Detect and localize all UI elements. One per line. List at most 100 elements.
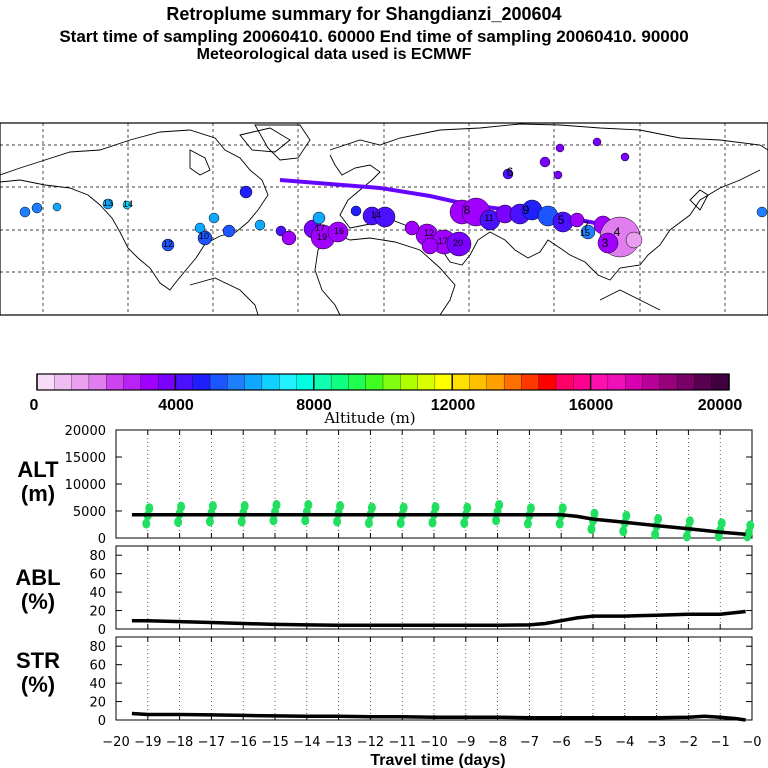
- colorbar-cell: [417, 373, 436, 391]
- plume-cluster: [208, 212, 220, 224]
- alt-scatter-point: [272, 499, 281, 510]
- alt-scatter-point: [269, 515, 278, 526]
- alt-scatter-point: [240, 501, 249, 512]
- str-y-tick-label: 40: [89, 677, 106, 692]
- alt-scatter-point: [177, 501, 186, 512]
- plume-cluster: [446, 231, 472, 257]
- plume-cluster: [625, 231, 643, 249]
- alt-scatter-point: [523, 518, 532, 529]
- str-y-ticks: 0 20 40 60 80: [89, 640, 752, 729]
- colorbar-label: Altitude (m): [323, 409, 415, 427]
- alt-scatter-point: [495, 499, 504, 510]
- colorbar-cell: [36, 373, 55, 391]
- plume-cluster: [553, 170, 563, 180]
- alt-scatter-point: [717, 518, 726, 529]
- alt-y-tick-label: 20000: [65, 424, 106, 439]
- alt-scatter-point: [336, 501, 345, 512]
- plume-clusters: [19, 137, 768, 258]
- chart-title: Retroplume summary for Shangdianzi_20060…: [166, 4, 562, 24]
- abl-y-tick-label: 60: [89, 568, 106, 583]
- plume-cluster: [620, 152, 630, 162]
- colorbar-cell: [54, 373, 73, 391]
- alt-scatter-point: [396, 518, 405, 529]
- colorbar-cell: [157, 373, 176, 391]
- cluster-label: 15: [580, 228, 590, 238]
- alt-scatter-point: [492, 515, 501, 526]
- alt-scatter-point: [304, 499, 313, 510]
- alt-scatter-point: [460, 518, 469, 529]
- str-panel-unit: (%): [21, 672, 55, 697]
- colorbar-cell: [625, 373, 644, 391]
- x-tick-label: −16: [229, 735, 256, 750]
- plume-cluster: [555, 143, 565, 153]
- plume-cluster: [404, 220, 420, 236]
- colorbar-cell: [330, 373, 349, 391]
- colorbar-cell: [261, 373, 280, 391]
- alt-panel-label: ALT: [17, 457, 59, 482]
- cluster-label: 3: [602, 236, 609, 250]
- x-tick-label: −2: [679, 735, 698, 750]
- plume-cluster: [239, 185, 253, 199]
- alt-scatter-point: [205, 516, 214, 527]
- colorbar-cell: [227, 373, 246, 391]
- x-tick-label: −17: [198, 735, 225, 750]
- x-tick-label: −10: [420, 735, 447, 750]
- x-tick-label: −0: [742, 735, 761, 750]
- cluster-label: 10: [199, 231, 209, 241]
- plume-cluster: [374, 206, 396, 228]
- colorbar-cell: [486, 373, 505, 391]
- alt-scatter-point: [142, 518, 151, 529]
- alt-scatter-point: [237, 516, 246, 527]
- str-y-tick-label: 80: [89, 640, 106, 655]
- x-tick-label: −6: [552, 735, 571, 750]
- plume-cluster: [281, 230, 297, 246]
- abl-y-tick-label: 80: [89, 549, 106, 564]
- cluster-label: 8: [464, 203, 471, 217]
- x-tick-label: −9: [456, 735, 475, 750]
- str-y-tick-label: 0: [98, 714, 106, 729]
- colorbar-tick: 4000: [158, 397, 194, 414]
- colorbar-cell: [140, 373, 159, 391]
- colorbar-cell: [521, 373, 540, 391]
- colorbar-cell: [313, 373, 332, 391]
- alt-scatter-point: [590, 508, 599, 519]
- x-tick-label: −1: [711, 735, 730, 750]
- x-tick-label: −11: [388, 735, 415, 750]
- x-tick-label: −20: [102, 735, 129, 750]
- plume-cluster: [102, 198, 114, 210]
- alt-scatter-point: [145, 503, 154, 514]
- met-data-note: Meteorological data used is ECMWF: [196, 46, 472, 63]
- colorbar-cell: [106, 373, 125, 391]
- plume-cluster: [756, 206, 768, 218]
- colorbar-tick: 0: [30, 397, 39, 414]
- plume-cluster: [502, 168, 514, 180]
- alt-scatter-point: [463, 502, 472, 513]
- alt-scatter-point: [301, 515, 310, 526]
- colorbar-cell: [555, 373, 574, 391]
- plume-cluster: [19, 206, 31, 218]
- colorbar-cell: [365, 373, 384, 391]
- x-tick-label: −13: [325, 735, 352, 750]
- x-tick-label: −15: [261, 735, 288, 750]
- alt-series-line: [131, 513, 746, 536]
- x-tick-label: −12: [357, 735, 384, 750]
- plume-cluster: [327, 221, 349, 243]
- alt-y-tick-label: 5000: [73, 505, 106, 520]
- colorbar-cell: [244, 373, 263, 391]
- colorbar-cell: [676, 373, 695, 391]
- plume-cluster: [580, 224, 596, 240]
- colorbar-cell: [296, 373, 315, 391]
- x-tick-label: −8: [488, 735, 507, 750]
- x-ticks: −20 −19 −18 −17 −16 −15 −14 −13 −12 −11 −10 −9 −8 −7−…: [102, 735, 761, 750]
- alt-scatter-point: [622, 510, 631, 521]
- colorbar-cell: [434, 373, 453, 391]
- str-series-line: [131, 711, 746, 722]
- colorbar: 0 4000 8000 12000 16000 20000 Altitude (…: [30, 373, 742, 427]
- plume-cluster: [597, 232, 619, 254]
- sampling-times: Start time of sampling 20060410. 60000 E…: [59, 27, 689, 46]
- alt-y-tick-label: 10000: [65, 478, 106, 493]
- colorbar-cell: [382, 373, 401, 391]
- plume-cluster: [52, 202, 62, 212]
- colorbar-cells: [36, 373, 730, 391]
